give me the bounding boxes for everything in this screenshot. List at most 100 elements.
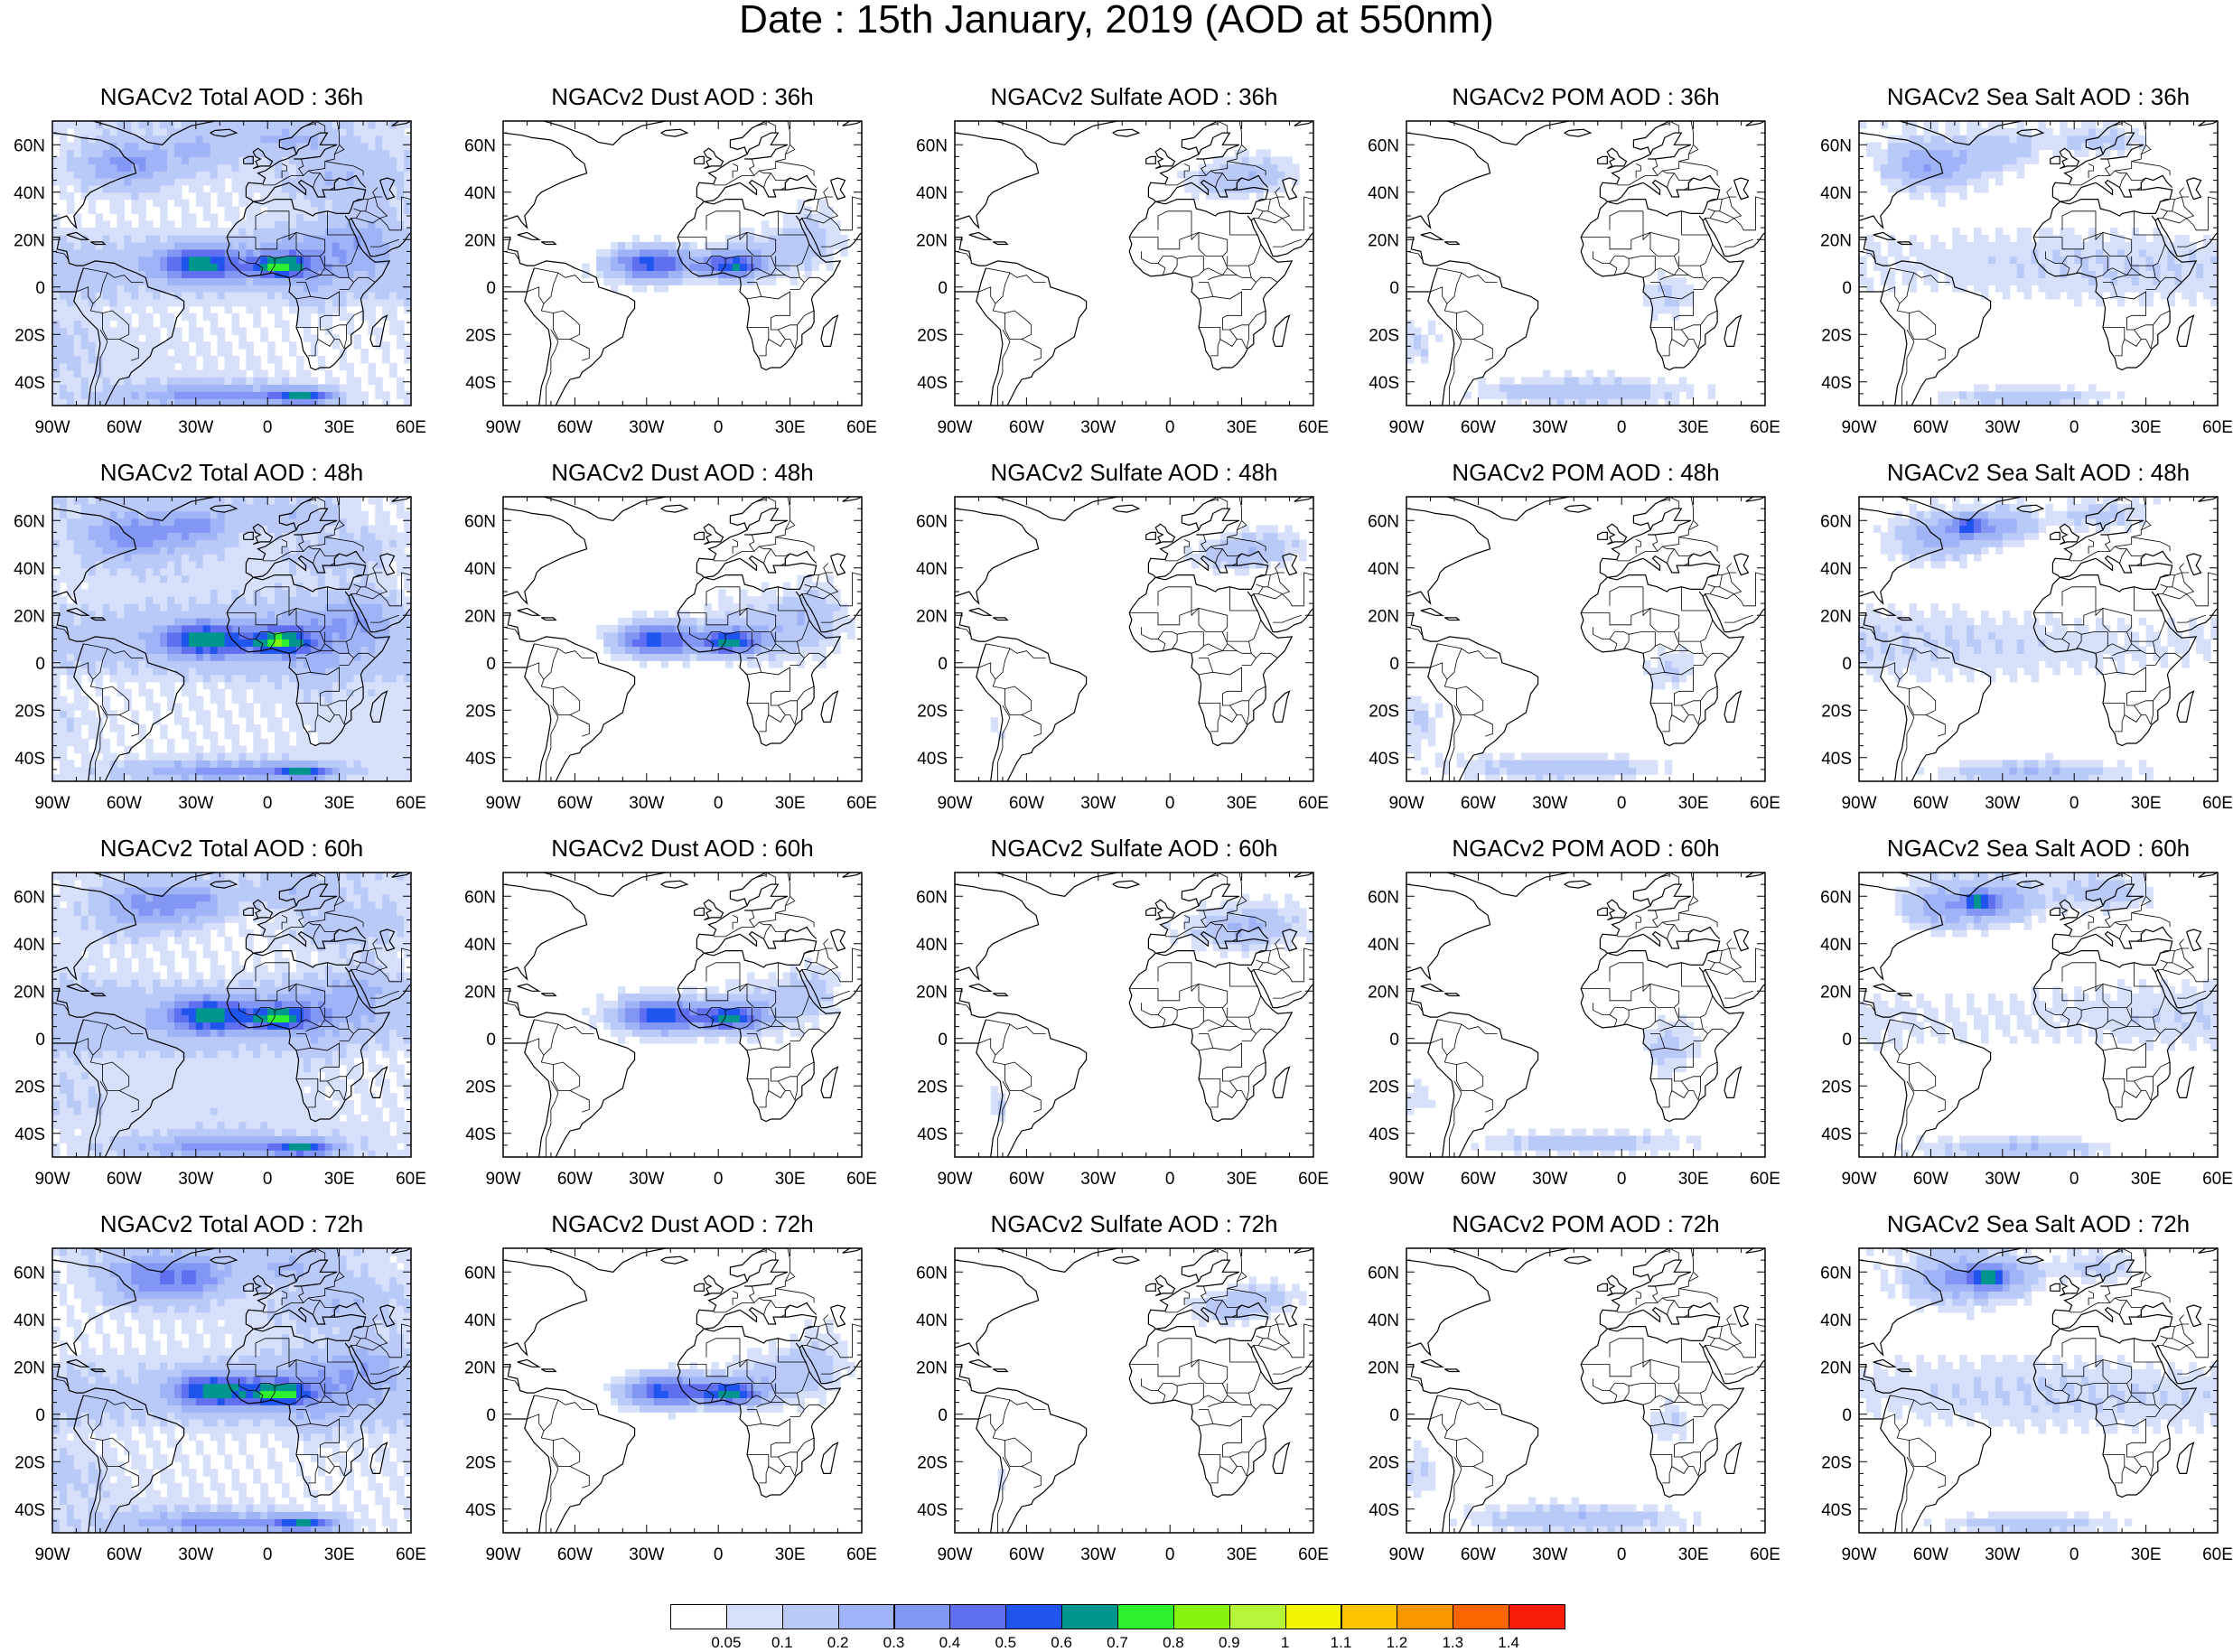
coastlines [1859, 1248, 2218, 1533]
colorbar-label: 1.4 [1498, 1634, 1519, 1651]
panel-title: NGACv2 Sea Salt AOD : 60h [1886, 835, 2191, 862]
y-tick-label: 40S [14, 1125, 45, 1144]
y-tick-label: 20N [1368, 983, 1399, 1002]
y-tick-label: 20N [1368, 231, 1399, 250]
aod-field [1406, 646, 1695, 781]
colorbar-swatch [837, 1604, 895, 1629]
x-tick-label: 0 [2069, 418, 2079, 437]
y-tick-label: 40S [1369, 750, 1399, 769]
map-panel: NGACv2 Total AOD : 72h 90W 60W 30W 0 30E 60E 60… [14, 1212, 426, 1564]
y-tick-label: 20S [1821, 1453, 1852, 1472]
aod-map: 90W 60W 30W 0 30E 60E 60N 40N 20N 0 20S 40S [1820, 872, 2233, 1189]
x-tick-label: 30E [324, 1170, 355, 1189]
x-tick-label: 0 [263, 1545, 273, 1564]
x-tick-label: 60W [107, 1170, 142, 1189]
y-tick-label: 40N [916, 936, 948, 955]
map-panel: NGACv2 POM AOD : 72h 90W 60W 30W 0 30E 60E 60N 4… [1368, 1212, 1780, 1564]
y-tick-label: 40N [1368, 184, 1399, 203]
y-tick-label: 20N [916, 983, 948, 1002]
colorbar-swatch [725, 1604, 783, 1629]
y-tick-label: 60N [464, 888, 496, 907]
x-tick-label: 60E [846, 794, 877, 813]
y-tick-label: 20N [14, 231, 45, 250]
map-panel: NGACv2 Dust AOD : 60h 90W 60W 30W 0 30E 60E 60N… [464, 836, 877, 1189]
y-tick-label: 60N [1820, 136, 1852, 155]
x-tick-label: 30E [1227, 418, 1257, 437]
x-tick-label: 60W [1913, 1170, 1948, 1189]
aod-map: 90W 60W 30W 0 30E 60E 60N 40N 20N 0 20S 40S [14, 872, 426, 1189]
y-tick-label: 20S [465, 1453, 496, 1472]
x-tick-label: 30E [2131, 1170, 2162, 1189]
colorbar-label: 0.1 [771, 1634, 793, 1651]
colorbar-swatch [1117, 1604, 1174, 1629]
panel-title: NGACv2 POM AOD : 60h [1452, 835, 1720, 862]
x-tick-label: 90W [1841, 1545, 1876, 1564]
y-tick-label: 40N [916, 1311, 948, 1330]
aod-map: 90W 60W 30W 0 30E 60E 60N 40N 20N 0 20S 40S [1820, 120, 2233, 437]
x-tick-label: 30E [324, 418, 355, 437]
y-tick-label: 0 [1842, 655, 1852, 674]
y-tick-label: 20N [1820, 231, 1852, 250]
x-tick-label: 0 [2069, 1545, 2079, 1564]
y-tick-label: 40S [1369, 1125, 1399, 1144]
x-tick-label: 60W [1461, 794, 1496, 813]
x-tick-label: 0 [2069, 794, 2079, 813]
panel-title: NGACv2 Sulfate AOD : 60h [990, 835, 1278, 862]
x-tick-label: 60E [396, 1170, 426, 1189]
aod-map: 90W 60W 30W 0 30E 60E 60N 40N 20N 0 20S 40S [1368, 872, 1780, 1189]
map-panel: NGACv2 Dust AOD : 36h 90W 60W 30W 0 30E 60E 60N… [464, 85, 877, 437]
panel-title: NGACv2 POM AOD : 48h [1452, 459, 1720, 486]
y-tick-label: 0 [1389, 1031, 1399, 1050]
y-tick-label: 20S [1821, 702, 1852, 721]
map-panel: NGACv2 Total AOD : 36h 90W 60W 30W 0 30E 60E 60… [14, 85, 426, 437]
colorbar-label: 1 [1280, 1634, 1290, 1651]
x-tick-label: 60W [107, 794, 142, 813]
y-tick-label: 60N [1368, 888, 1399, 907]
x-tick-label: 30E [775, 1170, 806, 1189]
map-panel: NGACv2 Sulfate AOD : 60h 90W 60W 30W 0 30E 60E… [916, 836, 1329, 1189]
y-tick-label: 20S [14, 1453, 45, 1472]
panel-title: NGACv2 Sulfate AOD : 48h [990, 459, 1278, 486]
y-tick-label: 20N [464, 1358, 496, 1377]
y-tick-label: 20N [1820, 607, 1852, 626]
y-tick-label: 40S [465, 750, 496, 769]
colorbar-swatch [670, 1604, 727, 1629]
x-tick-label: 60E [2202, 418, 2233, 437]
y-tick-label: 20N [464, 231, 496, 250]
y-tick-label: 40N [1820, 936, 1852, 955]
y-tick-label: 0 [486, 1031, 496, 1050]
x-tick-label: 60W [557, 418, 593, 437]
y-tick-label: 20S [917, 1453, 948, 1472]
x-tick-label: 90W [34, 794, 70, 813]
y-tick-label: 0 [486, 279, 496, 298]
x-tick-label: 60W [107, 418, 142, 437]
x-tick-label: 30E [2131, 1545, 2162, 1564]
colorbar-label: 0.8 [1163, 1634, 1184, 1651]
aod-field [1859, 497, 2218, 781]
y-tick-label: 60N [14, 512, 45, 531]
x-tick-label: 90W [485, 1170, 520, 1189]
figure-title: Date : 15th January, 2019 (AOD at 550nm) [739, 0, 1494, 42]
x-tick-label: 60W [107, 1545, 142, 1564]
coastlines [1406, 121, 1765, 406]
panel-title: NGACv2 POM AOD : 36h [1452, 83, 1720, 110]
colorbar-swatch [1397, 1604, 1454, 1629]
y-tick-label: 40N [1368, 1311, 1399, 1330]
panel-title: NGACv2 Sea Salt AOD : 72h [1886, 1210, 2191, 1237]
y-tick-label: 40N [1820, 560, 1852, 579]
map-panel: NGACv2 POM AOD : 48h 90W 60W 30W 0 30E 60E 60N 4… [1368, 461, 1780, 813]
panel-title: NGACv2 Dust AOD : 72h [551, 1210, 814, 1237]
x-tick-label: 0 [1165, 1170, 1175, 1189]
y-tick-label: 40S [14, 750, 45, 769]
x-tick-label: 60E [1298, 1170, 1329, 1189]
y-tick-label: 40N [14, 1311, 45, 1330]
x-tick-label: 30W [1985, 1545, 2020, 1564]
panel-title: NGACv2 Dust AOD : 36h [551, 83, 814, 110]
x-tick-label: 30W [629, 1170, 664, 1189]
y-tick-label: 40N [464, 1311, 496, 1330]
x-tick-label: 30E [775, 418, 806, 437]
y-tick-label: 40S [1369, 374, 1399, 393]
y-tick-label: 60N [14, 136, 45, 155]
coastlines [1406, 873, 1765, 1157]
